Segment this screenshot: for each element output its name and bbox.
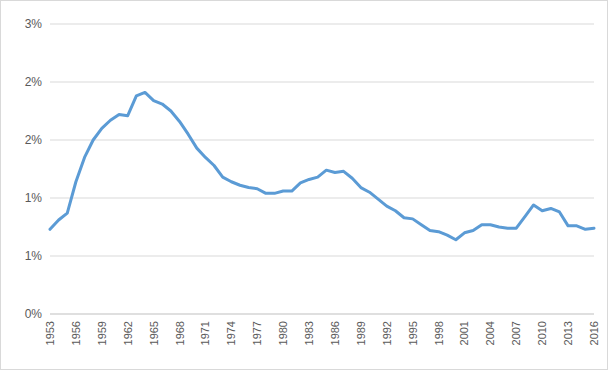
y-tick-label: 2% (25, 133, 43, 147)
chart-frame (1, 1, 608, 370)
x-tick-label: 1977 (251, 321, 263, 345)
x-tick-label: 2004 (484, 321, 496, 345)
grid-line (50, 24, 594, 25)
x-tick-label: 1956 (70, 321, 82, 345)
x-tick-label: 2016 (588, 321, 600, 345)
x-tick-label: 2013 (562, 321, 574, 345)
plot-area (50, 92, 594, 239)
y-tick-label: 2% (25, 75, 43, 89)
x-tick-label: 1974 (225, 321, 237, 345)
x-tick-label: 1998 (433, 321, 445, 345)
y-tick-label: 1% (25, 191, 43, 205)
chart: 0% 1% 1% 2% 2% 3% 1953 1956 1959 1962 1965 1968 1971… (0, 0, 608, 370)
x-tick-label: 1995 (407, 321, 419, 345)
x-tick-label: 1959 (96, 321, 108, 345)
x-tick-label: 1953 (44, 321, 56, 345)
x-tick-label: 1983 (303, 321, 315, 345)
x-axis-line (50, 314, 594, 315)
y-tick-label: 3% (25, 17, 43, 31)
x-tick-label: 1989 (355, 321, 367, 345)
grid-line (50, 256, 594, 257)
y-tick-label: 0% (25, 307, 43, 321)
grid-line (50, 140, 594, 141)
x-tick-label: 1962 (122, 321, 134, 345)
x-tick-label: 1986 (329, 321, 341, 345)
x-tick-label: 2010 (536, 321, 548, 345)
grid-line (50, 82, 594, 83)
data-line (50, 92, 594, 239)
x-tick-label: 1971 (199, 321, 211, 345)
x-tick-label: 1968 (174, 321, 186, 345)
x-tick-label: 2007 (510, 321, 522, 345)
x-tick-label: 2001 (458, 321, 470, 345)
x-tick-label: 1965 (148, 321, 160, 345)
x-tick-label: 1980 (277, 321, 289, 345)
grid-line (50, 198, 594, 199)
y-tick-label: 1% (25, 249, 43, 263)
x-tick-label: 1992 (381, 321, 393, 345)
